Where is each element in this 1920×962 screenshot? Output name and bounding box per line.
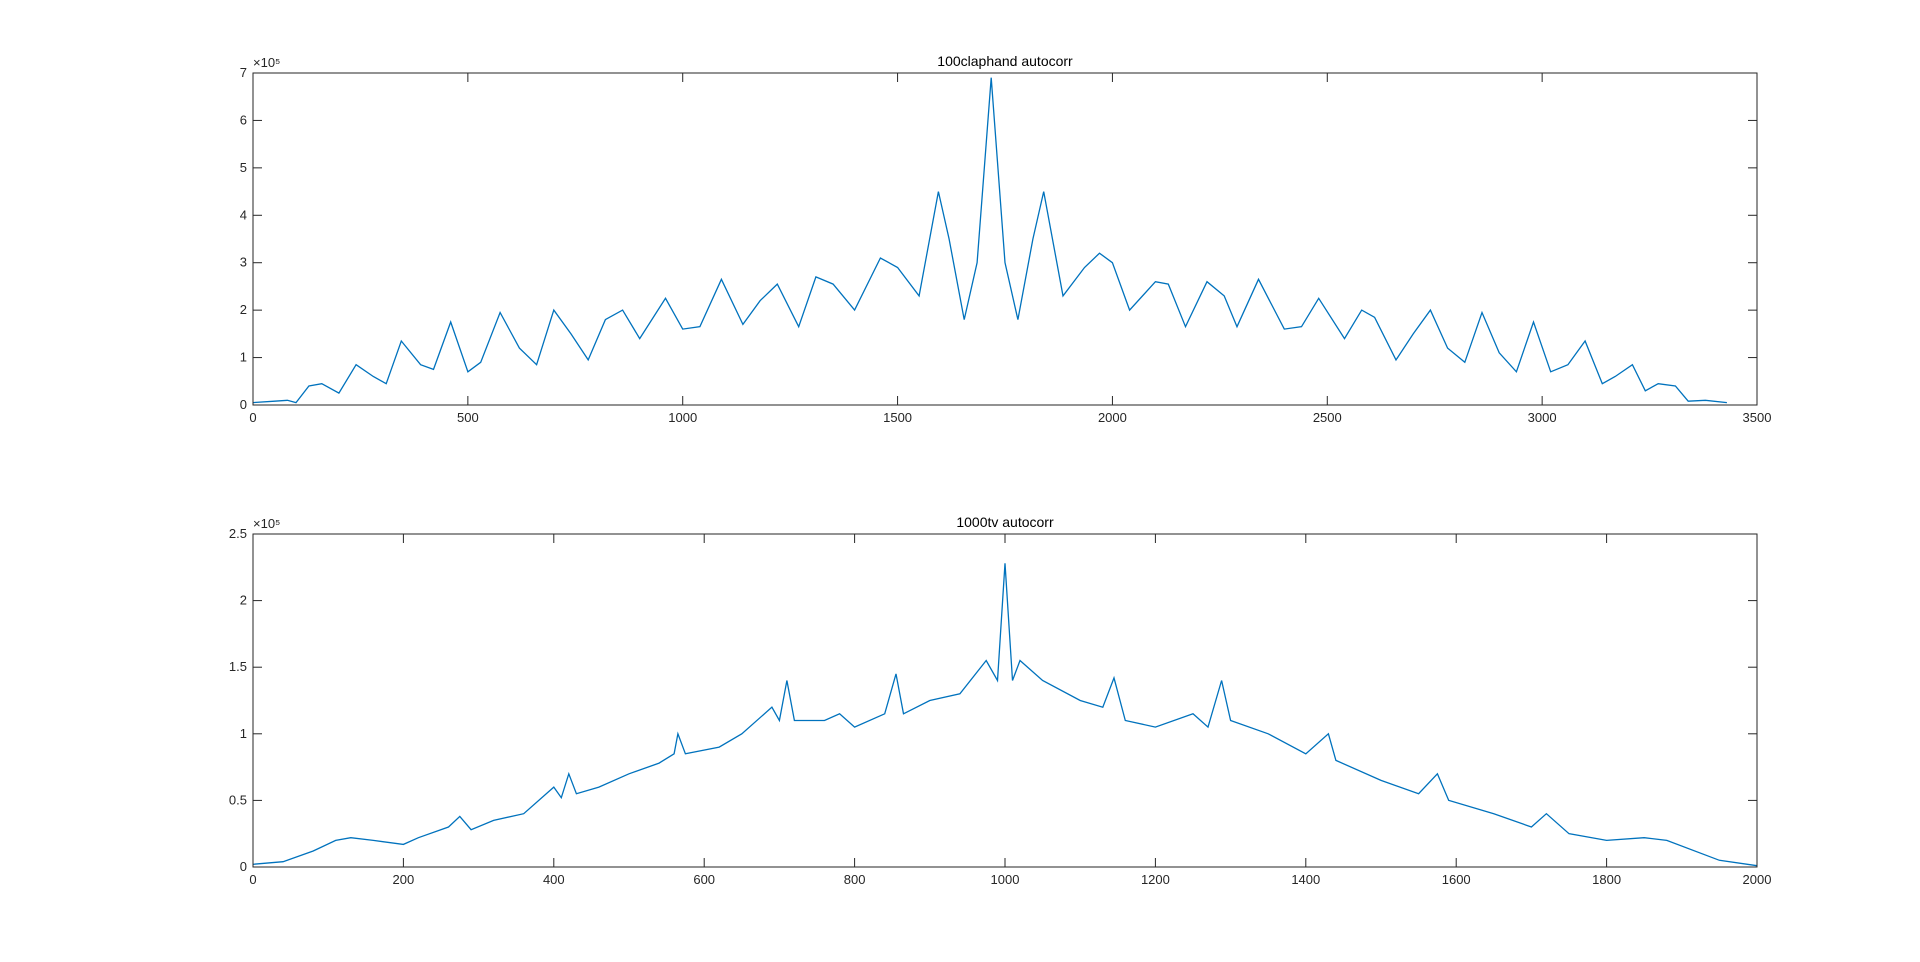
y-tick-label: 6 bbox=[240, 112, 247, 127]
data-line bbox=[252, 77, 1727, 404]
x-tick-label: 600 bbox=[693, 872, 715, 887]
axes-box bbox=[252, 72, 1758, 406]
x-tick-label: 200 bbox=[393, 872, 415, 887]
x-tick-label: 1000 bbox=[668, 410, 697, 425]
x-tick-label: 0 bbox=[249, 410, 256, 425]
chart-title: 1000tv autocorr bbox=[956, 514, 1054, 530]
y-tick-label: 2.5 bbox=[229, 526, 247, 541]
axes-box bbox=[252, 533, 1758, 868]
x-tick-label: 1200 bbox=[1141, 872, 1170, 887]
x-tick-label: 2500 bbox=[1313, 410, 1342, 425]
y-exponent: ×10⁵ bbox=[253, 516, 280, 531]
y-tick-label: 3 bbox=[240, 255, 247, 270]
data-line bbox=[252, 563, 1758, 867]
y-exponent: ×10⁵ bbox=[253, 55, 280, 70]
y-tick-label: 0 bbox=[240, 397, 247, 412]
chart-title: 100claphand autocorr bbox=[937, 53, 1073, 69]
plot-area bbox=[253, 73, 1757, 405]
x-tick-label: 1500 bbox=[883, 410, 912, 425]
y-tick-label: 0.5 bbox=[229, 792, 247, 807]
x-tick-label: 1000 bbox=[991, 872, 1020, 887]
plot-area bbox=[253, 534, 1757, 867]
x-tick-label: 1800 bbox=[1592, 872, 1621, 887]
x-tick-label: 3500 bbox=[1743, 410, 1772, 425]
y-tick-label: 4 bbox=[240, 207, 247, 222]
x-tick-label: 400 bbox=[543, 872, 565, 887]
y-tick-label: 1.5 bbox=[229, 659, 247, 674]
x-tick-label: 3000 bbox=[1528, 410, 1557, 425]
y-tick-label: 1 bbox=[240, 350, 247, 365]
y-tick-label: 7 bbox=[240, 65, 247, 80]
y-tick-label: 1 bbox=[240, 726, 247, 741]
x-tick-label: 2000 bbox=[1743, 872, 1772, 887]
x-tick-label: 0 bbox=[249, 872, 256, 887]
y-tick-label: 2 bbox=[240, 593, 247, 608]
x-tick-label: 2000 bbox=[1098, 410, 1127, 425]
y-tick-label: 5 bbox=[240, 160, 247, 175]
x-tick-label: 800 bbox=[844, 872, 866, 887]
x-tick-label: 1600 bbox=[1442, 872, 1471, 887]
y-tick-label: 2 bbox=[240, 302, 247, 317]
x-tick-label: 1400 bbox=[1291, 872, 1320, 887]
y-tick-label: 0 bbox=[240, 859, 247, 874]
x-tick-label: 500 bbox=[457, 410, 479, 425]
